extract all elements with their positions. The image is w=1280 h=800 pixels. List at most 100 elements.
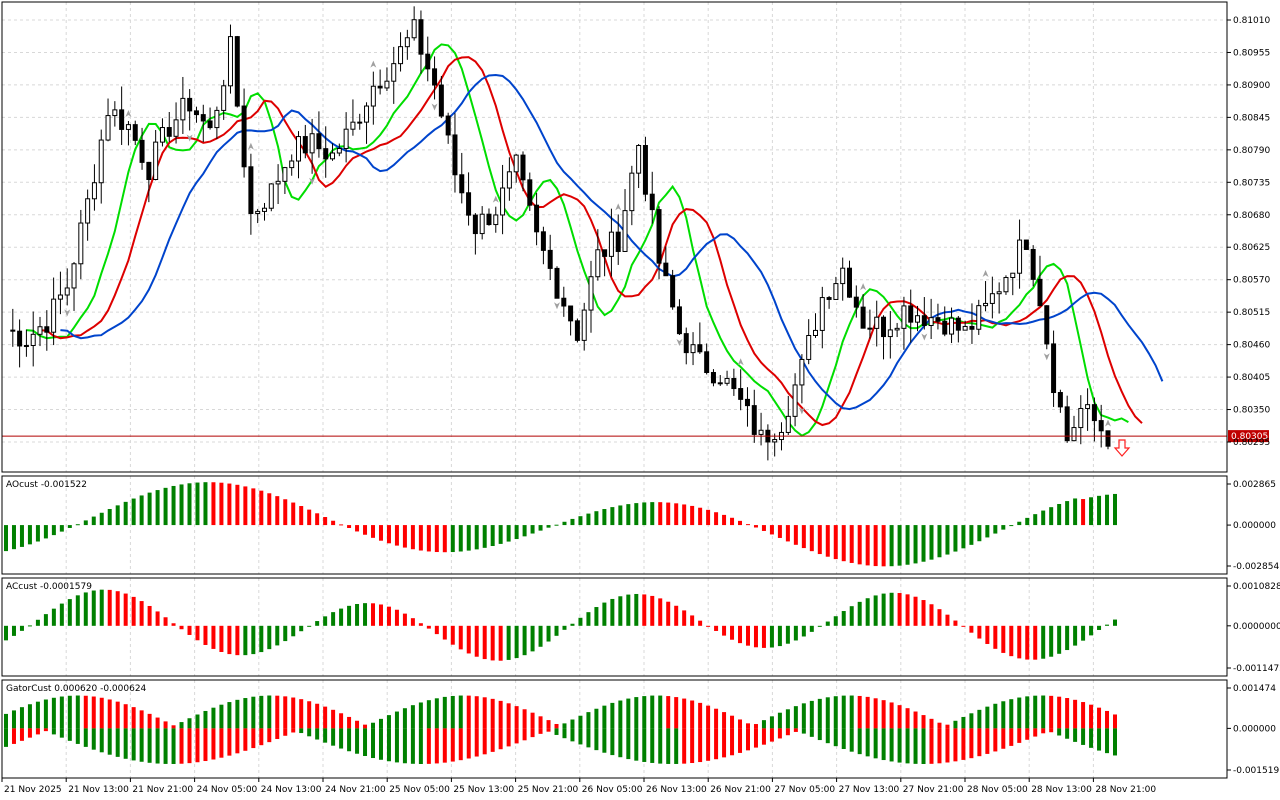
ao-bar — [993, 525, 998, 534]
gator-bar — [530, 728, 535, 738]
ao-bar — [626, 504, 631, 526]
bear-candle — [119, 109, 125, 130]
ao-bar — [267, 493, 272, 526]
gator-bar — [275, 728, 280, 739]
ao-bar — [506, 525, 511, 542]
price-tick-label: 0.80570 — [1233, 276, 1270, 286]
gator-bar — [363, 724, 368, 729]
gator-bar — [371, 722, 376, 729]
gator-bar — [833, 696, 838, 729]
fractal-down-marker — [554, 302, 560, 310]
gator-bar — [937, 722, 942, 729]
gator-bar — [961, 728, 966, 760]
ao-bar — [674, 503, 679, 526]
gator-bar — [1081, 728, 1086, 745]
gator-frame — [1, 679, 1228, 779]
ac-bar — [498, 625, 503, 661]
ao-bar — [594, 511, 599, 526]
ao-bar — [913, 525, 918, 564]
price-tick-label: 0.80515 — [1233, 308, 1270, 318]
x-tick-label: 21 Nov 21:00 — [132, 785, 193, 795]
ac-bar — [977, 625, 982, 639]
ac-bar — [849, 606, 854, 626]
price-tick-label: 0.80735 — [1233, 178, 1270, 188]
ac-panel[interactable] — [4, 589, 1117, 661]
bull-candle — [792, 384, 798, 417]
ao-bar — [833, 525, 838, 560]
ao-bar — [562, 521, 567, 526]
gator-bar — [323, 728, 328, 743]
bear-candle — [486, 213, 492, 226]
bear-candle — [867, 327, 873, 330]
ao-bar — [227, 483, 232, 526]
ao-panel[interactable] — [4, 482, 1117, 567]
bull-candle — [357, 121, 363, 124]
price-tick-label: 0.80900 — [1233, 81, 1270, 91]
bull-candle — [71, 263, 77, 289]
x-tick-label: 27 Nov 21:00 — [903, 785, 964, 795]
gator-bar — [211, 707, 216, 729]
gator-tick-label: 0.000000 — [1233, 724, 1276, 734]
bull-candle — [976, 305, 982, 330]
ac-bar — [203, 625, 208, 645]
bear-candle — [942, 320, 948, 335]
gator-bar — [993, 703, 998, 729]
ac-bar — [482, 625, 487, 660]
gator-bar — [323, 706, 328, 729]
ac-bar — [4, 625, 8, 641]
ac-bar — [714, 625, 719, 631]
gator-bar — [1025, 728, 1030, 740]
gator-bar — [83, 695, 88, 729]
gator-bar — [83, 728, 88, 747]
price-panel[interactable]: 0.80305 — [2, 6, 1269, 461]
fractal-up-marker — [492, 195, 499, 203]
gator-bar — [450, 695, 455, 729]
gator-bar — [466, 728, 471, 759]
gator-bar — [969, 713, 974, 729]
gator-bar — [538, 728, 543, 734]
bull-candle — [23, 345, 29, 348]
bull-candle — [398, 46, 404, 65]
gator-bar — [123, 728, 128, 759]
ac-bar — [195, 625, 200, 641]
gator-bar — [307, 728, 312, 737]
ao-bar — [410, 525, 415, 550]
price-tick-label: 0.80845 — [1233, 113, 1270, 123]
gator-bar — [993, 728, 998, 752]
ac-bar — [793, 625, 798, 641]
bull-candle — [479, 213, 485, 235]
ao-bar — [698, 507, 703, 526]
gator-bar — [809, 728, 814, 737]
gator-bar — [490, 728, 495, 752]
gator-bar — [722, 728, 727, 758]
price-tick-label: 0.80460 — [1233, 341, 1270, 351]
gator-bar — [91, 728, 96, 750]
gator-panel[interactable] — [4, 695, 1117, 764]
ao-bar — [777, 525, 782, 538]
bear-candle — [683, 333, 689, 354]
ac-bar — [219, 625, 224, 652]
bear-candle — [1098, 420, 1104, 432]
bear-candle — [472, 214, 478, 235]
ac-bar — [761, 625, 766, 648]
gator-bar — [586, 728, 591, 748]
gator-bar — [75, 728, 80, 744]
ao-bar — [418, 525, 423, 551]
gator-bar — [945, 728, 950, 763]
gator-bar — [889, 728, 894, 762]
ac-bar — [985, 625, 990, 644]
ac-tick-label: 0.0000000 — [1233, 622, 1280, 632]
gator-bar — [562, 723, 567, 729]
gator-bar — [227, 702, 232, 729]
gator-bar — [674, 728, 679, 764]
ac-bar — [323, 616, 328, 626]
gator-bar — [163, 721, 168, 729]
ao-bar — [865, 525, 870, 566]
ao-bar — [378, 525, 383, 541]
gator-bar — [841, 728, 846, 750]
ac-bar — [865, 598, 870, 626]
ac-bar — [690, 615, 695, 626]
gator-bar — [985, 728, 990, 754]
ao-bar — [147, 492, 152, 526]
